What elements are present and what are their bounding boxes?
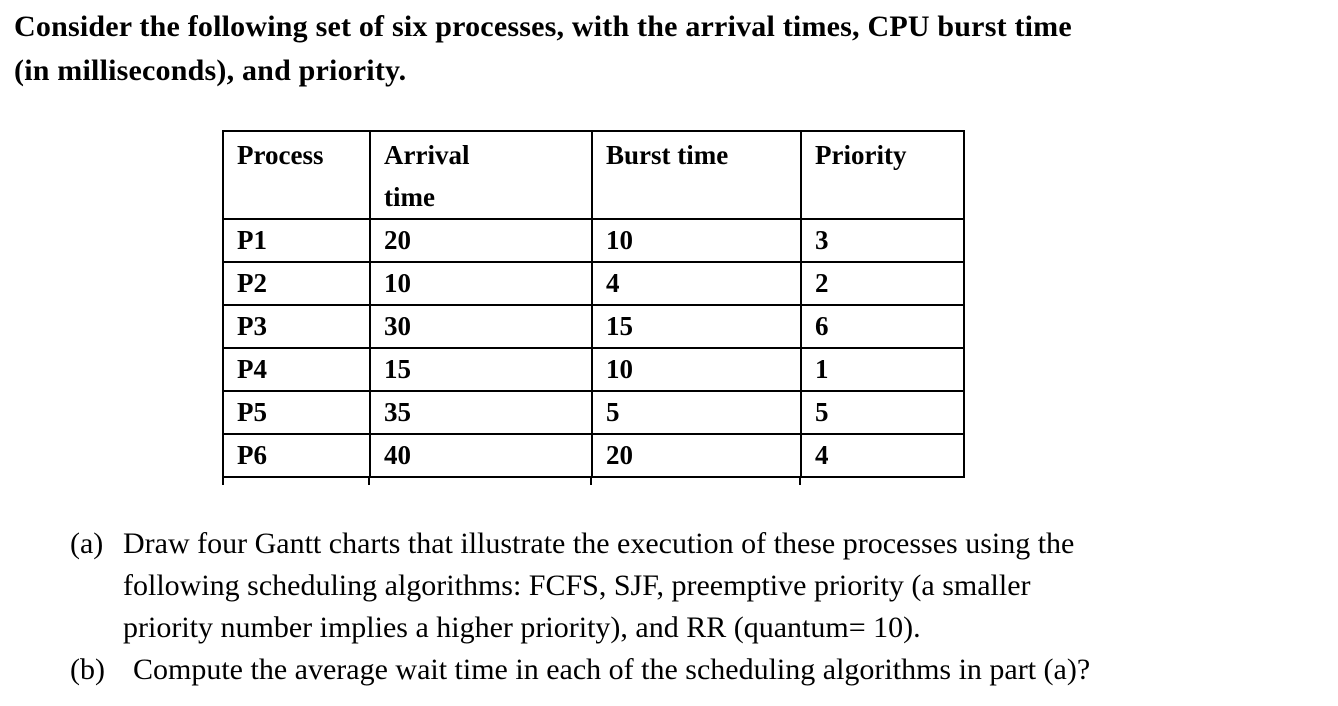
cell-burst-time: 10 (591, 218, 802, 263)
table-row: P5 35 5 5 (222, 390, 965, 435)
cell-process: P2 (222, 261, 371, 306)
table-row: P4 15 10 1 (222, 347, 965, 392)
question-a: (a) Draw four Gantt charts that illustra… (70, 523, 1338, 649)
header-priority-label: Priority (815, 140, 907, 170)
process-table: Process Arrival time Burst time Priority (222, 130, 965, 478)
header-process-label: Process (237, 140, 324, 170)
column-header-process: Process (222, 130, 371, 220)
table-border-stub (590, 478, 592, 485)
question-a-line-2: following scheduling algorithms: FCFS, S… (123, 569, 1031, 602)
cell-process: P3 (222, 304, 371, 349)
question-a-line-3: priority number implies a higher priorit… (123, 611, 921, 644)
table-border-stub (368, 478, 370, 485)
cell-burst-time: 20 (591, 433, 802, 478)
cell-burst-time: 10 (591, 347, 802, 392)
table-row: P3 30 15 6 (222, 304, 965, 349)
question-a-line-1: Draw four Gantt charts that illustrate t… (123, 527, 1075, 560)
cell-priority: 2 (800, 261, 965, 306)
question-b: (b) Compute the average wait time in eac… (70, 649, 1338, 691)
table-border-stub (799, 478, 801, 485)
questions-section: (a) Draw four Gantt charts that illustra… (70, 523, 1338, 691)
question-b-line-1: Compute the average wait time in each of… (133, 653, 1091, 686)
cell-arrival-time: 35 (369, 390, 593, 435)
cell-priority: 1 (800, 347, 965, 392)
column-header-arrival-time: Arrival time (369, 130, 593, 220)
table-row: P1 20 10 3 (222, 218, 965, 263)
cell-process: P5 (222, 390, 371, 435)
cell-arrival-time: 20 (369, 218, 593, 263)
cell-burst-time: 5 (591, 390, 802, 435)
cell-priority: 6 (800, 304, 965, 349)
problem-statement-heading: Consider the following set of six proces… (14, 5, 1072, 93)
question-b-label: (b) (70, 653, 105, 686)
cell-burst-time: 15 (591, 304, 802, 349)
cell-process: P6 (222, 433, 371, 478)
header-burst-label: Burst time (606, 140, 729, 170)
column-header-priority: Priority (800, 130, 965, 220)
table-row: P6 40 20 4 (222, 433, 965, 478)
header-arrival-label-line2: time (384, 182, 435, 212)
heading-line-1: Consider the following set of six proces… (14, 10, 1072, 43)
table-row: P2 10 4 2 (222, 261, 965, 306)
header-arrival-label-line1: Arrival (384, 140, 470, 170)
table-border-stub (222, 478, 224, 485)
cell-process: P1 (222, 218, 371, 263)
cell-priority: 5 (800, 390, 965, 435)
column-header-burst-time: Burst time (591, 130, 802, 220)
cell-priority: 4 (800, 433, 965, 478)
cell-burst-time: 4 (591, 261, 802, 306)
cell-arrival-time: 10 (369, 261, 593, 306)
question-a-label: (a) (70, 527, 104, 560)
process-table-wrapper: Process Arrival time Burst time Priority (222, 130, 965, 485)
cell-arrival-time: 30 (369, 304, 593, 349)
cell-arrival-time: 15 (369, 347, 593, 392)
cell-arrival-time: 40 (369, 433, 593, 478)
cell-process: P4 (222, 347, 371, 392)
table-header-row: Process Arrival time Burst time Priority (222, 130, 965, 220)
cell-priority: 3 (800, 218, 965, 263)
heading-line-2: (in milliseconds), and priority. (14, 54, 407, 87)
